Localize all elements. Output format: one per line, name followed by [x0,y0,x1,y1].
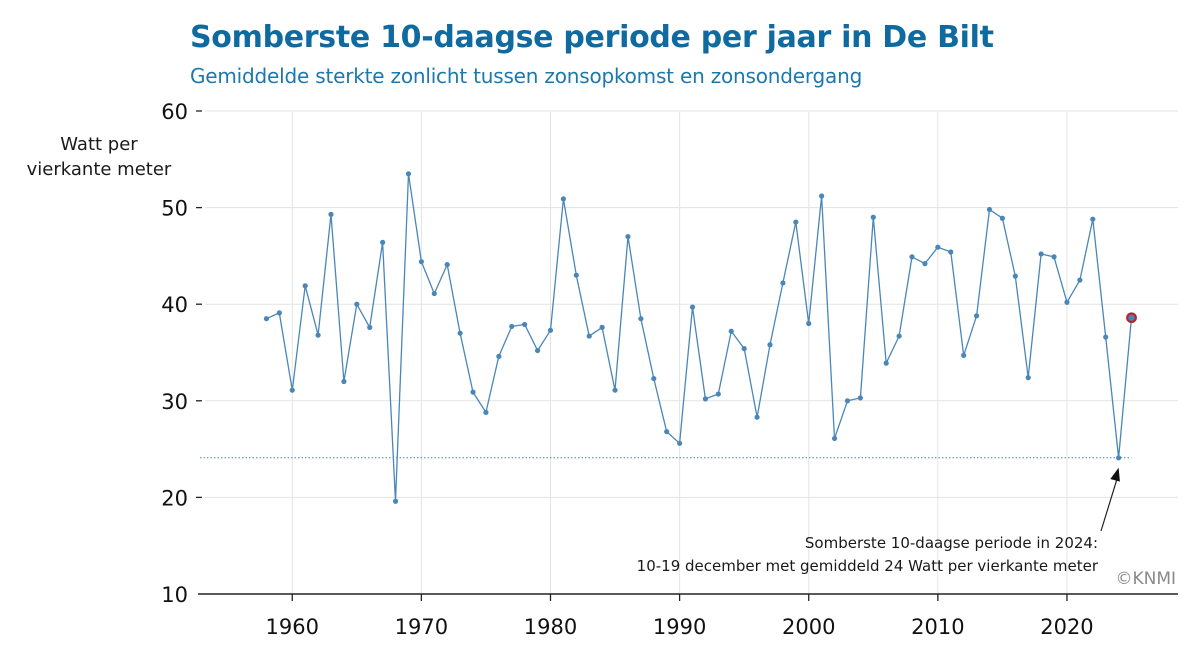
data-point-1974 [470,389,476,395]
y-tick-label-50: 50 [161,197,188,221]
data-point-2022 [1090,216,1096,222]
data-point-2024 [1116,455,1122,461]
data-point-1981 [560,196,567,202]
data-point-1980 [547,327,554,333]
data-point-1976 [496,353,502,359]
data-point-2004 [857,395,863,401]
data-point-1961 [302,283,308,289]
data-point-1973 [457,330,463,336]
data-point-2023 [1103,334,1109,340]
data-point-2000 [806,320,812,327]
data-point-2019 [1051,254,1057,260]
data-point-2011 [948,249,954,255]
y-tick-label-60: 60 [161,100,188,124]
y-axis-label-line-2: vierkante meter [26,159,172,180]
data-point-1988 [651,375,657,382]
data-point-1989 [664,429,670,435]
data-point-1963 [328,211,334,217]
annotation-group: Somberste 10-daagse periode in 2024: 10-… [637,467,1120,575]
annotation-line-1: Somberste 10-daagse periode in 2024: [805,534,1098,552]
annotation-line-2: 10-19 december met gemiddeld 24 Watt per… [637,557,1099,575]
x-tick-label-1960: 1960 [266,615,319,639]
data-point-1987 [638,316,644,322]
credit-text: ©KNMI [1115,569,1176,589]
x-tick-label-2000: 2000 [782,615,835,639]
data-point-2008 [909,254,915,260]
data-point-1968 [392,498,399,504]
data-point-1997 [767,342,773,348]
annotation-arrow-head [1110,467,1120,482]
data-point-1984 [599,324,605,330]
data-point-2010 [935,244,941,250]
data-point-1986 [625,233,631,240]
data-point-1978 [522,321,528,328]
data-point-1992 [702,396,709,402]
y-tick-label-10: 10 [161,583,188,607]
data-point-1970 [418,259,424,265]
x-tick-label-2010: 2010 [911,615,964,639]
data-point-1979 [534,347,541,354]
data-point-2021 [1077,277,1083,283]
data-point-1966 [367,324,373,330]
y-axis-label: Watt per vierkante meter [14,132,184,182]
data-point-1999 [793,219,799,225]
data-point-1993 [715,391,721,397]
data-point-2017 [1025,375,1031,381]
data-point-2016 [1012,273,1018,279]
data-point-1985 [612,387,618,393]
data-point-2003 [844,398,851,404]
y-tick-label-40: 40 [161,293,188,317]
data-point-1971 [431,290,437,297]
data-point-2018 [1038,251,1044,257]
y-tick-label-30: 30 [161,390,188,414]
data-point-1967 [380,239,386,245]
data-point-1960 [289,387,295,393]
data-point-2009 [922,261,928,267]
data-point-1998 [780,280,786,286]
chart-subtitle: Gemiddelde sterkte zonlicht tussen zonso… [190,64,863,88]
data-point-1975 [483,409,489,415]
data-point-1969 [405,171,412,177]
data-point-1990 [677,440,683,446]
data-point-1983 [586,333,592,339]
data-point-1994 [728,328,734,334]
highlight-point-2025 [1126,312,1137,324]
data-point-2007 [896,333,902,339]
x-tick-label-2020: 2020 [1040,615,1093,639]
data-point-2013 [973,313,980,319]
data-point-1982 [573,272,579,278]
data-point-1959 [276,310,282,316]
data-point-1965 [354,301,360,307]
data-point-2005 [870,214,876,220]
axes: 10 20 30 40 50 60 1960 1970 1980 1990 2000 2010 2020 [161,100,1178,639]
annotation-arrow-line [1100,473,1120,532]
data-point-1995 [741,346,747,352]
data-point-2015 [999,215,1006,221]
data-point-2020 [1064,299,1070,305]
chart-title: Somberste 10-daagse periode per jaar in … [190,20,994,55]
data-point-1977 [509,323,515,330]
data-point-1958 [263,316,270,322]
y-tick-label-20: 20 [161,486,188,510]
series-group [263,171,1137,504]
data-point-1962 [315,332,321,338]
data-point-2002 [831,435,838,442]
data-point-1964 [341,378,347,385]
x-tick-label-1980: 1980 [524,615,577,639]
data-point-2001 [819,193,825,199]
series-line [266,173,1133,502]
grid [205,110,1178,594]
data-point-1972 [444,261,450,268]
data-point-2006 [883,360,889,366]
y-axis-label-line-1: Watt per [60,134,138,155]
data-point-1996 [754,414,760,420]
data-point-2014 [986,206,993,213]
data-point-1991 [689,304,696,310]
x-tick-label-1970: 1970 [395,615,448,639]
x-tick-label-1990: 1990 [653,615,706,639]
data-point-2012 [961,352,967,358]
